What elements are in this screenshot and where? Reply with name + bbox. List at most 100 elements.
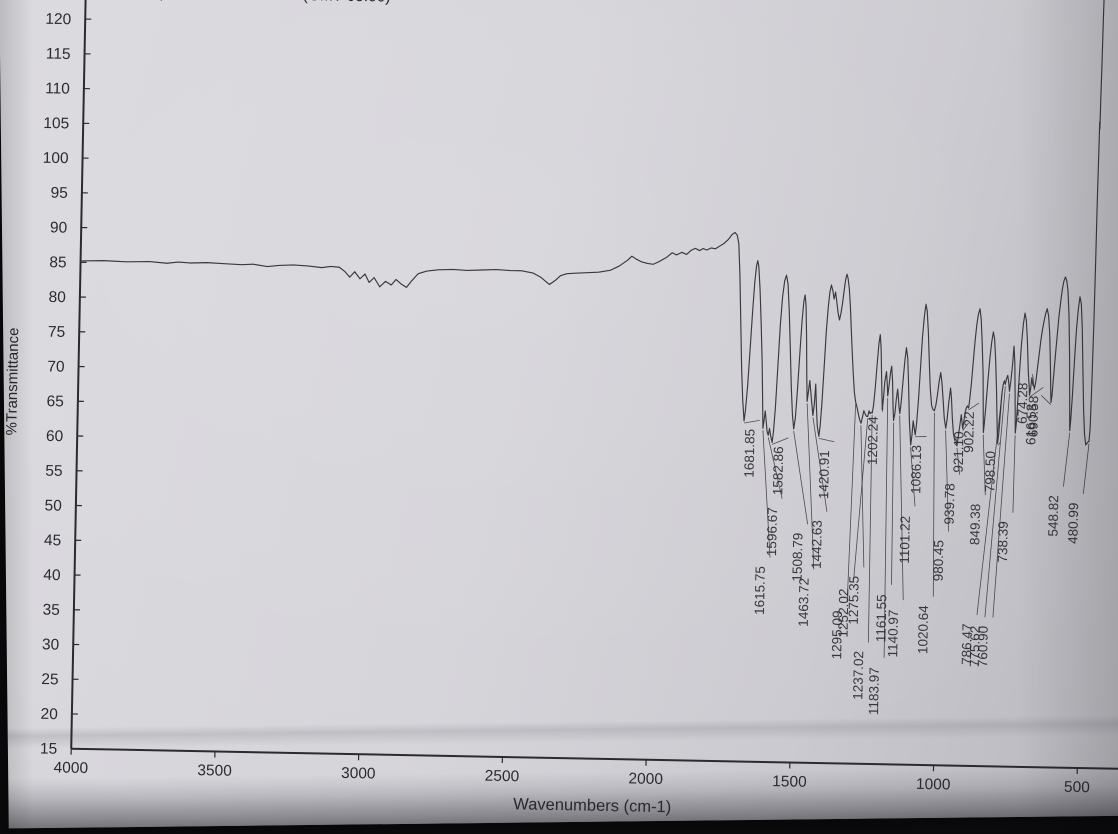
peak-leader-line: [1032, 374, 1035, 391]
peak-leader-line: [910, 447, 916, 507]
peak-leader-line: [1082, 443, 1090, 495]
peak-leader-line: [915, 436, 927, 438]
peak-leader-line: [860, 425, 865, 568]
peak-leader-line: [992, 393, 1010, 618]
y-tick-label: 90: [50, 219, 68, 236]
peak-leader-line: [891, 422, 895, 585]
peak-label: 798.50: [982, 451, 998, 493]
x-tick-label: 2000: [628, 770, 663, 788]
y-tick-label: 40: [43, 567, 61, 584]
peak-leader-line: [1012, 435, 1016, 513]
peak-leader-line: [1040, 394, 1052, 405]
y-tick-label: 30: [42, 636, 60, 653]
y-axis-line: [70, 0, 88, 749]
peak-leader-line: [853, 418, 869, 581]
peak-leader-line: [982, 434, 986, 496]
y-tick-label: 45: [44, 532, 62, 549]
x-axis-line: [71, 747, 1118, 770]
y-tick-label: 80: [48, 289, 66, 306]
peak-label: 690.58: [1025, 396, 1041, 438]
y-axis-title: %Transmittance: [3, 327, 22, 435]
y-tick-label: 15: [40, 741, 58, 758]
peak-leader-line: [962, 422, 969, 431]
peak-leader-line: [968, 402, 980, 411]
x-tick-label: 2500: [485, 768, 520, 786]
y-tick-label: 20: [40, 706, 58, 723]
peak-label: 1252.02: [835, 589, 851, 638]
peak-label: 760.90: [975, 626, 991, 668]
peak-leader-line: [806, 403, 815, 570]
y-tick-label: 85: [49, 254, 67, 271]
peak-label: 902.22: [961, 411, 977, 453]
peak-leader-line: [1063, 432, 1071, 487]
peak-leader-line: [945, 430, 949, 532]
peak-label: 921.10: [951, 431, 967, 473]
peak-leader-line: [881, 407, 884, 412]
peak-label: 616.53: [1023, 404, 1039, 446]
peak-label: 1463.72: [796, 578, 812, 627]
peak-label: 1420.91: [816, 450, 832, 499]
peak-leader-line: [812, 417, 828, 512]
peak-leader-line: [899, 415, 904, 601]
x-axis-title: Wavenumbers (cm-1): [513, 795, 671, 816]
y-tick-label: 25: [41, 671, 59, 688]
peak-label: 1101.22: [897, 516, 913, 564]
peak-leader-line: [984, 386, 1006, 618]
y-tick-label: 55: [45, 463, 63, 480]
peak-label: 1295.09: [829, 610, 845, 659]
peak-label: 738.39: [995, 521, 1011, 563]
peak-leader-line: [771, 437, 789, 445]
x-tick-label: 4000: [53, 759, 88, 777]
peak-label: 1508.79: [790, 533, 806, 582]
peak-label: 786.47: [959, 623, 975, 665]
spectrum-curve: [80, 0, 1106, 447]
peak-leader-line: [762, 430, 771, 558]
peak-label: 1202.24: [865, 416, 881, 466]
peak-leader-line: [883, 397, 889, 658]
peak-label: 1681.85: [742, 429, 758, 478]
y-tick-label: 95: [50, 185, 68, 202]
x-tick-label: 1000: [916, 776, 951, 794]
peak-label: 980.45: [931, 540, 947, 582]
y-tick-label: 75: [48, 324, 66, 341]
x-tick-label: 500: [1064, 779, 1091, 797]
x-tick-label: 3000: [341, 765, 376, 783]
peak-label: 674.28: [1015, 382, 1031, 424]
y-tick-label: 50: [44, 497, 62, 514]
peak-label: 1086.13: [908, 445, 924, 494]
x-tick-label: 3500: [197, 762, 232, 780]
y-tick-label: 115: [46, 46, 71, 63]
peak-leader-line: [932, 412, 935, 597]
y-tick-label: 100: [43, 150, 70, 168]
peak-leader-line: [818, 437, 835, 443]
peak-leader-line: [868, 415, 873, 643]
x-tick-label: 1500: [772, 773, 807, 791]
peak-leader-line: [846, 404, 857, 603]
peak-label: 1237.02: [850, 651, 866, 700]
peak-leader-line: [997, 442, 1001, 446]
peak-label: 1161.55: [873, 594, 889, 642]
peak-leader-line: [793, 430, 809, 525]
peak-label: 1582.86: [770, 446, 786, 495]
y-tick-label: 65: [46, 393, 64, 410]
peak-leader-line: [1029, 386, 1044, 398]
peak-leader-line: [767, 437, 783, 499]
peak-label: 1442.63: [809, 520, 825, 569]
y-tick-label: 105: [43, 115, 69, 132]
y-tick-label: 70: [47, 358, 65, 375]
peak-label: 1596.67: [764, 507, 780, 556]
peak-leader-line: [743, 419, 760, 424]
peak-leader-line: [976, 393, 1003, 616]
peak-leader-line: [956, 447, 961, 475]
peak-label: 1183.97: [866, 667, 882, 715]
peak-label: 480.99: [1065, 502, 1081, 544]
peak-label: 1020.64: [915, 605, 931, 655]
peak-label: 775.62: [967, 626, 983, 668]
peak-label: 548.82: [1045, 495, 1061, 537]
y-tick-label: 35: [42, 602, 60, 619]
peak-label: 939.78: [942, 483, 958, 525]
clipped-title-text: Tue Apr 19 13:38:08 2022 (GMT-05:00): [120, 0, 391, 6]
